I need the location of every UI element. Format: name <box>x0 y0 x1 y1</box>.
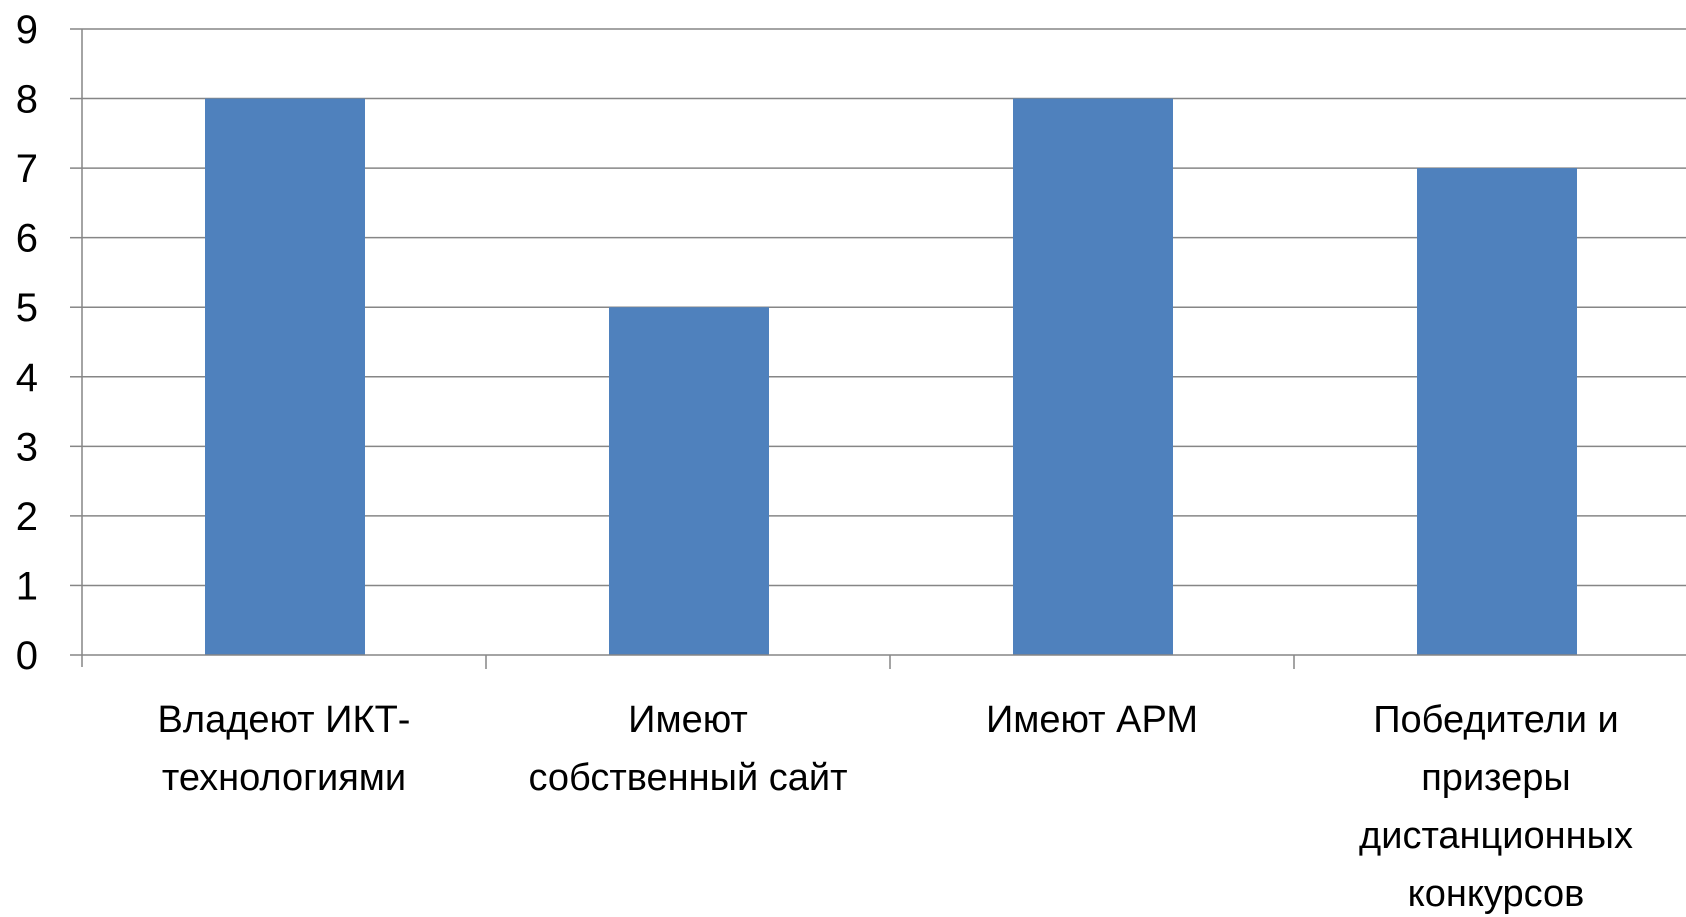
y-tick-label: 5 <box>16 286 38 330</box>
y-tick-label: 7 <box>16 147 38 191</box>
x-category-labels: Владеют ИКТ-технологиями Имеют собственный… <box>158 699 1633 915</box>
y-tick-label: 4 <box>16 356 38 400</box>
bar <box>1013 98 1173 656</box>
x-category-label-line: конкурсов <box>1408 873 1585 915</box>
y-tick-label: 1 <box>16 564 38 608</box>
x-category-label-line: дистанционных <box>1359 815 1633 857</box>
y-tick-label: 0 <box>16 634 38 678</box>
y-tick-label: 8 <box>16 78 38 122</box>
bar <box>1417 168 1577 655</box>
x-category-label: Владеют ИКТ-технологиями <box>158 699 411 799</box>
x-category-label-line: Имеют <box>628 699 748 741</box>
x-category-label: Имеют АРМ <box>986 699 1198 741</box>
y-tick-label: 6 <box>16 217 38 261</box>
y-tick-label: 3 <box>16 425 38 469</box>
x-category-label-line: призеры <box>1421 757 1571 799</box>
x-category-label: Имеют собственный сайт <box>528 699 847 799</box>
bar <box>205 98 365 656</box>
x-category-label-line: Имеют АРМ <box>986 699 1198 741</box>
y-tick-label: 9 <box>16 8 38 52</box>
x-category-label: Победители и призеры дистанционных конкурсо… <box>1359 699 1633 915</box>
x-category-label-line: технологиями <box>162 757 406 799</box>
axes <box>70 28 1686 669</box>
x-category-label-line: собственный сайт <box>528 757 847 799</box>
y-tick-label: 2 <box>16 495 38 539</box>
y-tick-labels: 0 1 2 3 4 5 6 7 8 9 <box>16 8 38 678</box>
x-category-label-line: Победители и <box>1373 699 1619 741</box>
x-category-label-line: Владеют ИКТ- <box>158 699 411 741</box>
bar <box>609 307 769 655</box>
bars <box>205 98 1577 656</box>
